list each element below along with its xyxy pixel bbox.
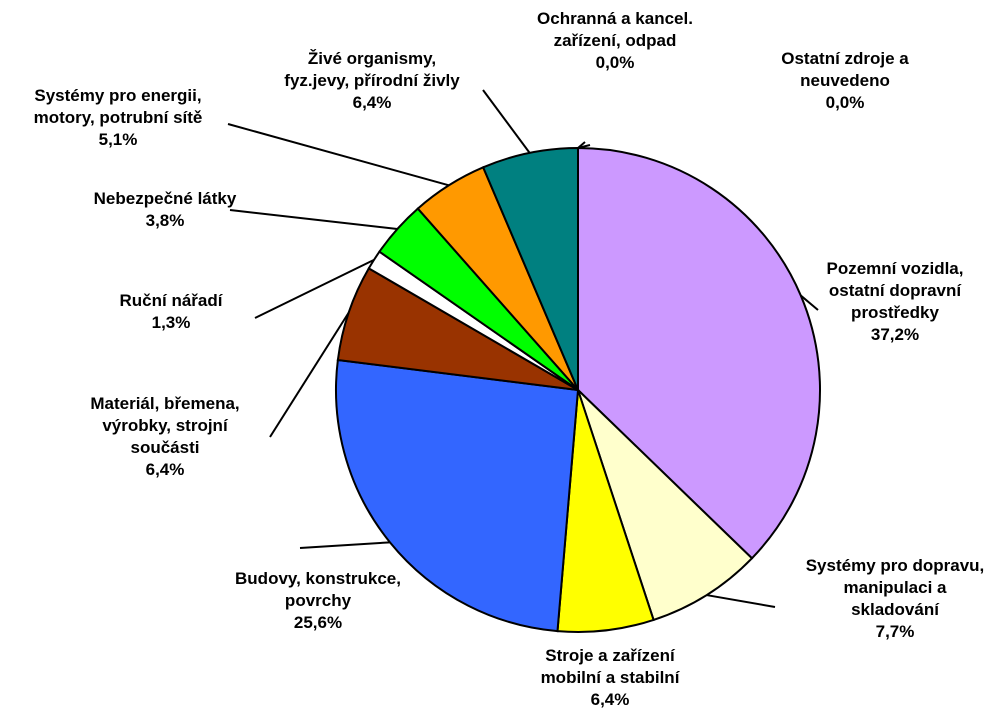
value-label: 7,7% [875,622,915,641]
value-label: 37,2% [870,325,920,344]
value-label: 0,0% [595,53,635,72]
category-label: Pozemní vozidla, ostatní dopravní prostř… [826,259,964,322]
value-label: 6,4% [590,690,630,709]
value-label: 5,1% [98,130,138,149]
slice-label: Systémy pro energii, motory, potrubní sí… [34,85,203,151]
category-label: Ruční nářadí [119,291,223,310]
leader-line [229,209,398,230]
slice-label: Živé organismy, fyz.jevy, přírodní živly… [284,48,459,114]
category-label: Živé organismy, fyz.jevy, přírodní živly [284,49,460,90]
category-label: Systémy pro energii, motory, potrubní sí… [33,86,203,127]
value-label: 6,4% [352,93,392,112]
leader-line [577,144,591,149]
category-label: Materiál, břemena, výrobky, strojní souč… [90,394,240,457]
leader-line [299,541,391,549]
value-label: 6,4% [145,460,185,479]
slice-label: Stroje a zařízení mobilní a stabilní 6,4% [541,645,680,711]
slice-label: Budovy, konstrukce, povrchy 25,6% [235,568,401,634]
pie-slice [577,146,821,560]
value-label: 3,8% [145,211,185,230]
value-label: 0,0% [825,93,865,112]
pie-slice [335,358,580,633]
category-label: Systémy pro dopravu, manipulaci a sklado… [805,556,985,619]
slice-label: Ochranná a kancel. zařízení, odpad 0,0% [537,8,693,74]
leader-line [482,89,531,154]
slice-label: Nebezpečné látky 3,8% [94,188,237,232]
category-label: Budovy, konstrukce, povrchy [235,569,401,610]
value-label: 1,3% [151,313,191,332]
value-label: 25,6% [293,613,343,632]
category-label: Nebezpečné látky [93,189,237,208]
slice-label: Ostatní zdroje a neuvedeno 0,0% [781,48,909,114]
leader-line [800,294,819,311]
leader-line [706,594,776,608]
slice-label: Pozemní vozidla, ostatní dopravní prostř… [827,258,964,346]
category-label: Stroje a zařízení mobilní a stabilní [540,646,680,687]
slice-label: Systémy pro dopravu, manipulaci a sklado… [806,555,985,643]
leader-line [269,312,350,438]
slice-label: Materiál, břemena, výrobky, strojní souč… [90,393,239,481]
leader-line [254,258,375,319]
category-label: Ostatní zdroje a neuvedeno [781,49,909,90]
category-label: Ochranná a kancel. zařízení, odpad [537,9,693,50]
leader-line [227,123,450,187]
slice-label: Ruční nářadí 1,3% [120,290,223,334]
